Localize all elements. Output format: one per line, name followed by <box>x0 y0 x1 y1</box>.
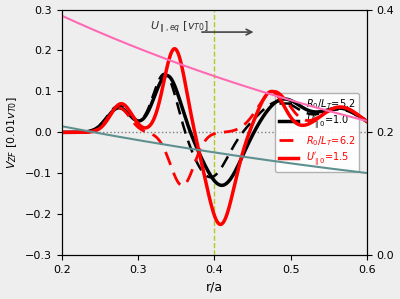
Legend: $R_0/L_T\!=\!5.2$, $U_{\parallel0}'\!=\!1.0$, $R_0/L_T\!=\!6.2$, $U_{\parallel0}: $R_0/L_T\!=\!5.2$, $U_{\parallel0}'\!=\!… <box>275 93 359 172</box>
X-axis label: r/a: r/a <box>206 280 223 293</box>
Text: $U_{\parallel,eq}\ [v_{T0}]$: $U_{\parallel,eq}\ [v_{T0}]$ <box>150 20 208 36</box>
Y-axis label: $V_{ZF}\ [0.01v_{T0}]$: $V_{ZF}\ [0.01v_{T0}]$ <box>6 96 19 169</box>
